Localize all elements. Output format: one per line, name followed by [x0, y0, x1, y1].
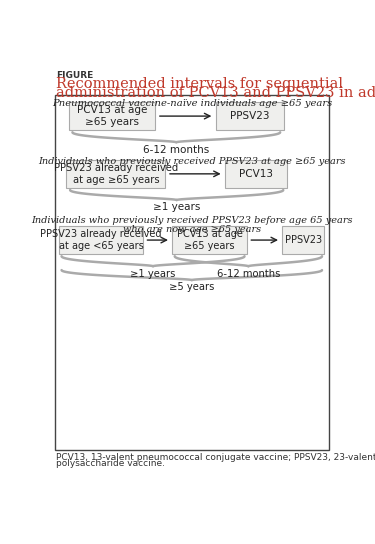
Text: PCV13 at age
≥65 years: PCV13 at age ≥65 years [77, 106, 147, 127]
FancyBboxPatch shape [172, 226, 247, 254]
FancyBboxPatch shape [225, 160, 287, 188]
Text: ≥1 years: ≥1 years [130, 269, 176, 279]
Text: PPSV23: PPSV23 [230, 111, 270, 121]
Text: PPSV23 already received
at age <65 years: PPSV23 already received at age <65 years [40, 229, 162, 251]
FancyBboxPatch shape [216, 102, 284, 130]
Text: PCV13: PCV13 [239, 169, 273, 179]
FancyBboxPatch shape [282, 226, 324, 254]
Text: Recommended intervals for sequential: Recommended intervals for sequential [56, 77, 343, 91]
Text: PCV13 at age
≥65 years: PCV13 at age ≥65 years [177, 229, 243, 251]
Text: Pneumococcal vaccine-naïve individuals age ≥65 years: Pneumococcal vaccine-naïve individuals a… [52, 99, 332, 108]
Text: FIGURE: FIGURE [56, 71, 93, 79]
FancyBboxPatch shape [59, 226, 143, 254]
FancyBboxPatch shape [55, 95, 329, 450]
FancyBboxPatch shape [66, 160, 165, 188]
Text: Individuals who previously received PPSV23 at age ≥65 years: Individuals who previously received PPSV… [38, 157, 345, 166]
FancyBboxPatch shape [69, 102, 155, 130]
Text: ≥1 years: ≥1 years [153, 202, 200, 212]
Text: polysaccharide vaccine.: polysaccharide vaccine. [56, 459, 165, 468]
Text: ≥5 years: ≥5 years [169, 282, 214, 293]
Text: administration of PCV13 and PPSV23 in adults¹: administration of PCV13 and PPSV23 in ad… [56, 86, 375, 100]
Text: PPSV23 already received
at age ≥65 years: PPSV23 already received at age ≥65 years [54, 163, 178, 184]
Text: PPSV23: PPSV23 [285, 235, 322, 245]
Text: 6-12 months: 6-12 months [143, 145, 209, 154]
Text: Individuals who previously received PPSV23 before age 65 years: Individuals who previously received PPSV… [31, 216, 352, 225]
Text: 6-12 months: 6-12 months [217, 269, 280, 279]
Text: PCV13, 13-valent pneumococcal conjugate vaccine; PPSV23, 23-valent pneumococcal: PCV13, 13-valent pneumococcal conjugate … [56, 453, 375, 462]
Text: who are now age ≥65 years: who are now age ≥65 years [123, 225, 261, 234]
